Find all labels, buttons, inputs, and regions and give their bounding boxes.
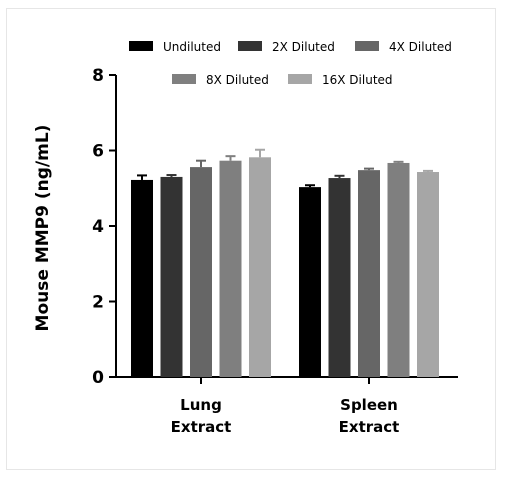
bar [190,167,212,377]
x-tick-label: Spleen [340,396,398,414]
x-axis: Lung Extract Spleen Extract [115,376,458,436]
y-axis-title: Mouse MMP9 (ng/mL) [33,125,53,332]
legend-label: 16X Diluted [322,73,393,87]
x-tick-label: Extract [171,418,232,436]
y-axis: 0 2 4 6 8 [92,66,117,388]
y-tick-label: 2 [92,293,104,313]
bar [219,160,242,377]
bar [160,176,183,377]
legend-swatch [355,41,379,51]
bar [417,172,439,377]
legend-swatch [129,41,153,51]
legend: Undiluted 2X Diluted 4X Diluted 8X Diluted 1… [129,40,452,87]
y-tick-label: 6 [92,142,104,162]
y-tick-label: 4 [92,217,104,237]
y-tick-label: 8 [92,66,104,86]
bar [328,178,351,377]
bar [387,162,410,377]
chart-frame [6,8,496,470]
legend-swatch [172,74,196,84]
bar [249,157,271,377]
legend-swatch [288,74,312,84]
legend-swatch [238,41,262,51]
y-tick-label: 0 [92,368,104,388]
legend-label: 2X Diluted [272,40,335,54]
legend-label: 4X Diluted [389,40,452,54]
legend-label: Undiluted [163,40,221,54]
legend-label: 8X Diluted [206,73,269,87]
bar [358,170,380,377]
x-tick-label: Lung [180,396,222,414]
x-tick-label: Extract [339,418,400,436]
bar [131,179,153,377]
bars [131,148,439,377]
bar [299,187,321,377]
